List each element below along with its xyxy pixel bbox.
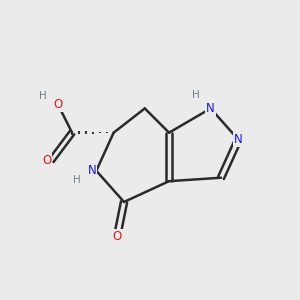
Text: N: N [88,164,96,177]
Text: H: H [74,176,81,185]
Text: N: N [206,102,215,115]
Text: O: O [112,230,122,243]
Text: N: N [234,133,243,146]
Text: O: O [54,98,63,112]
Text: O: O [42,154,51,167]
Text: H: H [39,91,46,101]
Text: H: H [192,90,200,100]
